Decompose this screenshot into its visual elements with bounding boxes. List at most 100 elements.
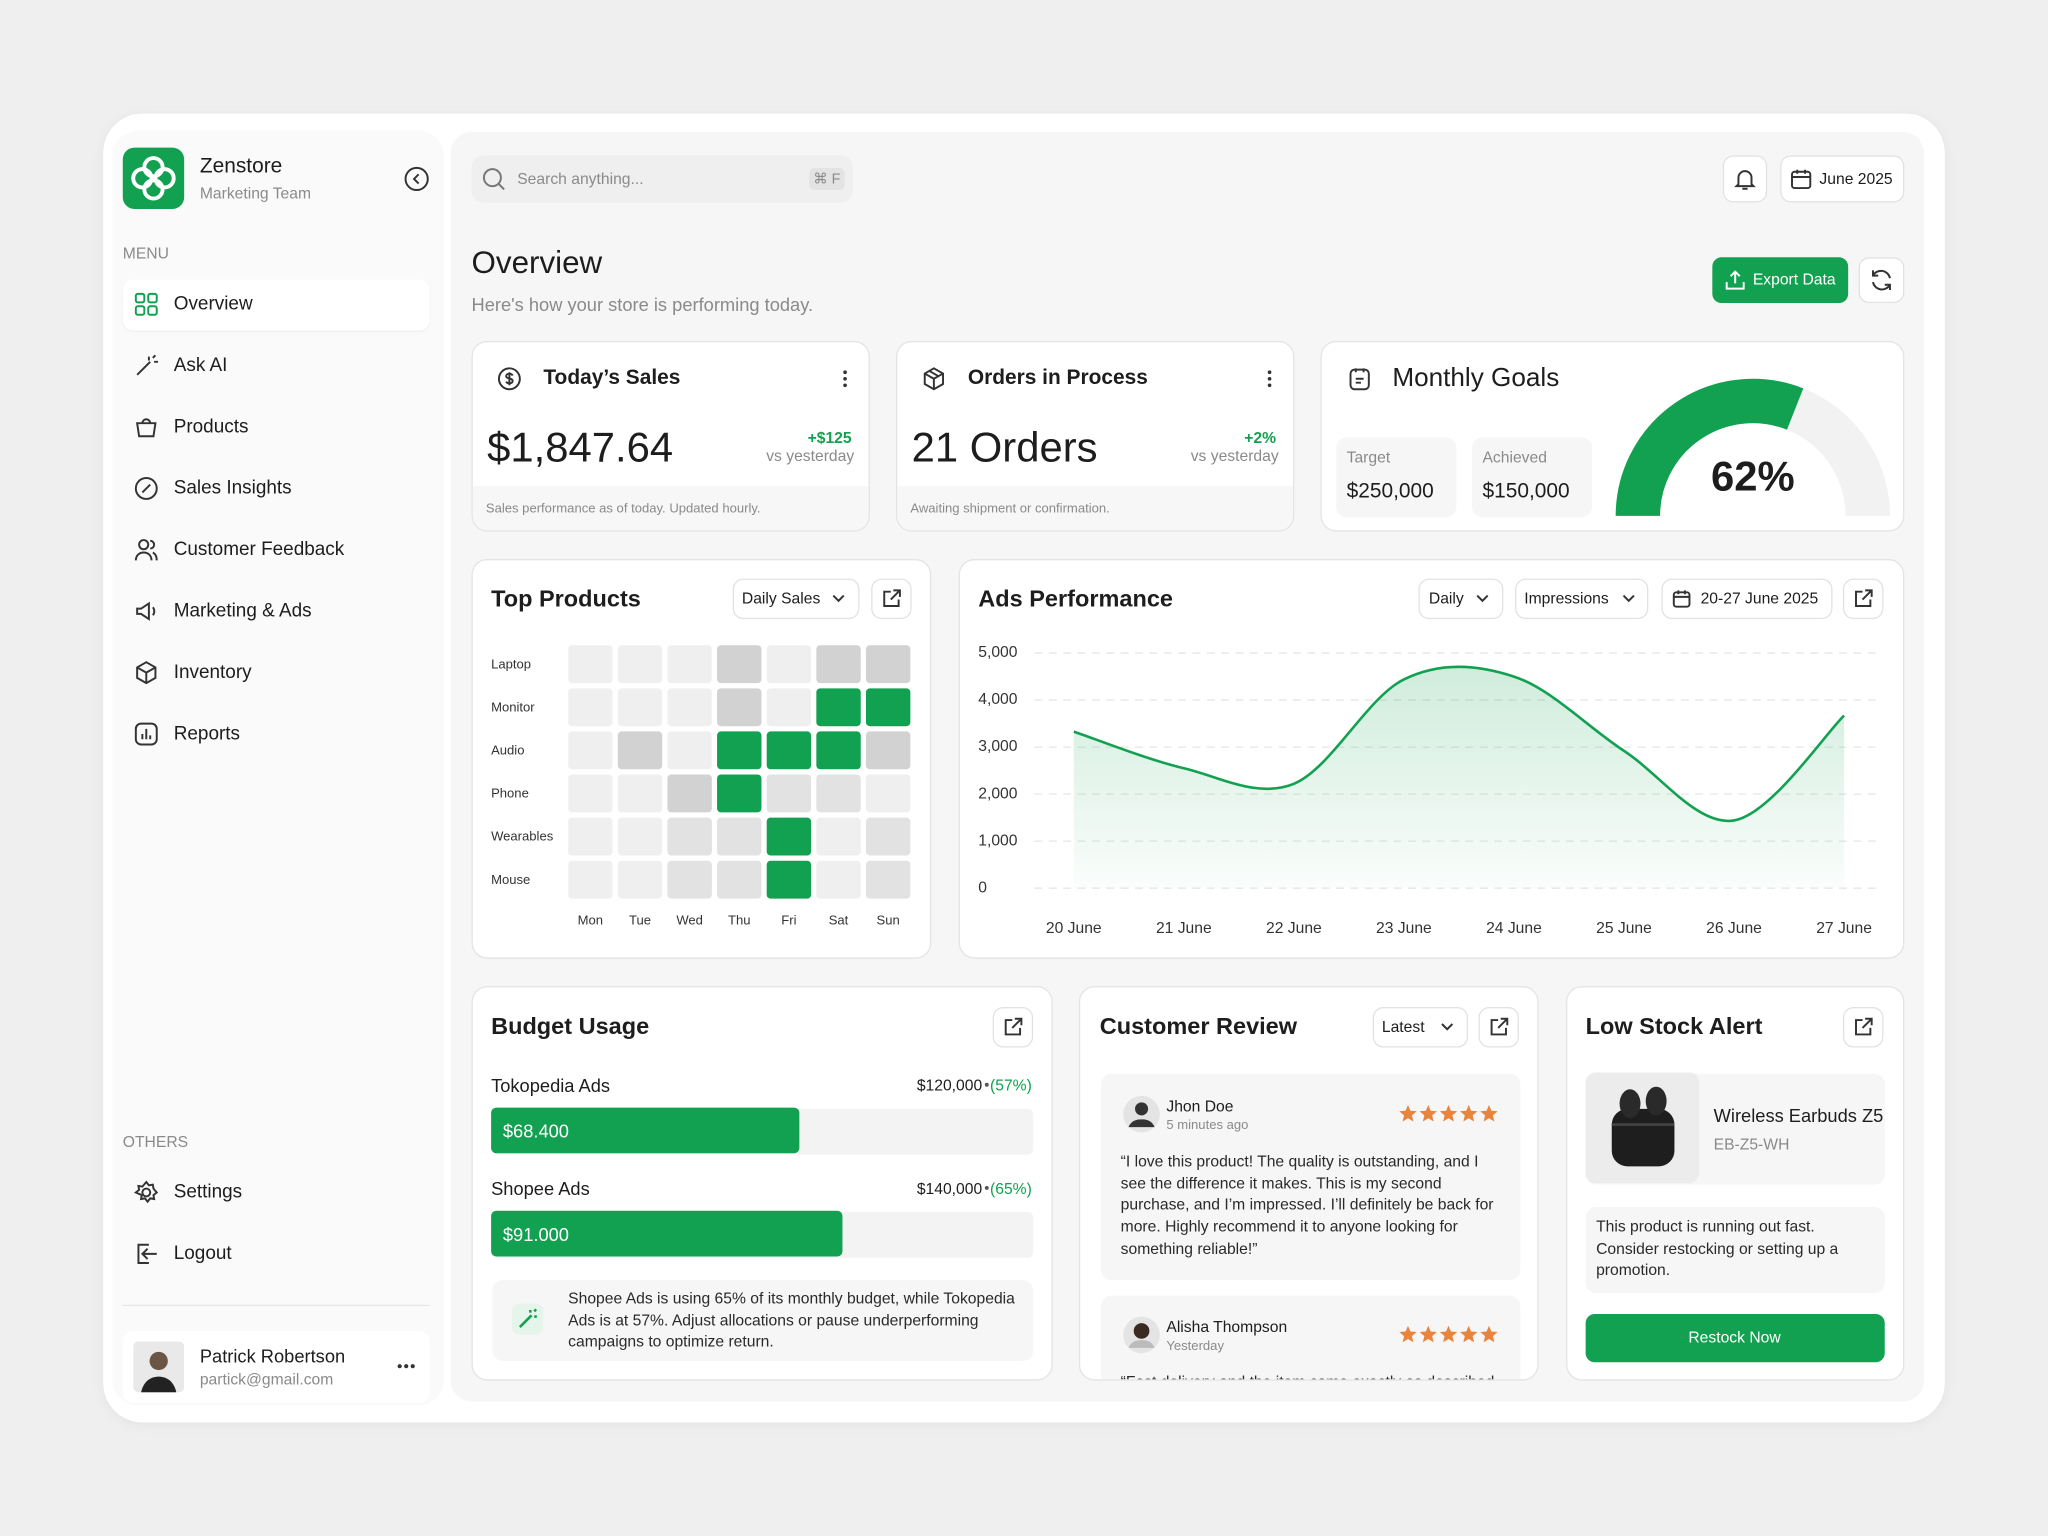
shortcut: ⌘ F <box>809 167 845 191</box>
dropdown[interactable] <box>1372 1007 1469 1048</box>
sales-footer: Sales performance as of today. Updated h… <box>485 502 761 517</box>
export-icon <box>1725 270 1745 290</box>
sales-change: +$125 <box>807 428 852 447</box>
budget-percent: (57%) <box>990 1076 1032 1095</box>
card-menu[interactable] <box>1266 370 1274 388</box>
bar-value: $68.400 <box>502 1120 569 1142</box>
notification-button[interactable] <box>1722 155 1768 203</box>
budget-total: $120,000 <box>916 1076 983 1095</box>
bell-icon <box>1734 170 1756 190</box>
refresh-icon <box>1871 269 1891 291</box>
reviewer-name: Alisha Thompson <box>1166 1317 1288 1337</box>
menu-icon <box>137 1243 157 1264</box>
card-title: Top Products <box>491 585 641 612</box>
bar-label: Shopee Ads <box>491 1178 590 1200</box>
open-icon <box>1490 1017 1509 1036</box>
orders-icon <box>923 367 944 391</box>
star <box>1460 1325 1478 1343</box>
menu-label: MENU <box>122 244 169 263</box>
menu-item[interactable]: Sales Insights <box>173 478 292 499</box>
page-title: Overview <box>471 245 603 281</box>
menu-icon <box>134 539 158 561</box>
search-icon <box>482 168 505 191</box>
budget-note: Shopee Ads is using 65% of its monthly b… <box>568 1289 1015 1352</box>
refresh-button[interactable] <box>1858 257 1905 304</box>
dropdown-label: Impressions <box>1524 589 1609 608</box>
divider <box>122 1304 430 1307</box>
menu-item[interactable]: Marketing & Ads <box>173 600 312 622</box>
review-text: “I love this product! The quality is out… <box>1120 1151 1494 1258</box>
orders-footer: Awaiting shipment or confirmation. <box>910 502 1110 517</box>
separator-dot <box>984 1185 989 1190</box>
card-title: Budget Usage <box>491 1012 650 1040</box>
menu-icon <box>134 722 158 746</box>
menu-icon <box>136 601 156 621</box>
star <box>1460 1104 1478 1122</box>
dropdown-label: 20-27 June 2025 <box>1700 589 1819 608</box>
bar <box>491 1107 800 1154</box>
user-email: partick@gmail.com <box>199 1370 334 1389</box>
dropdown[interactable] <box>1418 578 1504 620</box>
restock-button[interactable] <box>1585 1313 1885 1363</box>
review-card: Jhon Doe 5 minutes ago “I love this prod… <box>1078 986 1539 1381</box>
orders-change-note: vs yesterday <box>1190 446 1279 465</box>
separator-dot <box>984 1082 989 1087</box>
active-item[interactable] <box>122 279 430 331</box>
menu-item[interactable]: Inventory <box>173 662 252 684</box>
target-box <box>1336 437 1457 518</box>
menu-icon <box>134 477 158 500</box>
user-menu[interactable] <box>396 1361 417 1371</box>
reviewer-name: Jhon Doe <box>1166 1097 1234 1116</box>
user-name: Patrick Robertson <box>199 1345 346 1367</box>
star <box>1419 1104 1437 1122</box>
note-icon <box>511 1303 544 1335</box>
dropdown-label: Daily Sales <box>741 589 821 608</box>
star <box>1399 1325 1417 1343</box>
card-menu[interactable] <box>841 370 849 388</box>
dropdown-label: Daily <box>1428 589 1464 608</box>
review-time: 5 minutes ago <box>1166 1118 1249 1134</box>
budget-card <box>471 986 1053 1381</box>
star <box>1480 1104 1498 1122</box>
search-placeholder: Search anything... <box>517 169 644 189</box>
bar-value: $91.000 <box>502 1223 569 1245</box>
page-subtitle: Here's how your store is performing toda… <box>471 293 814 315</box>
menu-item[interactable]: Customer Feedback <box>173 539 345 561</box>
date-label: June 2025 <box>1819 169 1893 189</box>
others-label: OTHERS <box>122 1132 189 1151</box>
date-button[interactable] <box>1780 155 1905 203</box>
calendar-icon <box>1791 169 1812 190</box>
menu-icon <box>136 661 157 685</box>
product-sku: EB-Z5-WH <box>1713 1135 1790 1154</box>
menu-icon <box>133 1180 159 1204</box>
top-products-card <box>471 559 932 959</box>
menu-icon <box>136 354 159 376</box>
logo-mark <box>131 156 176 201</box>
card-footer <box>897 485 1294 531</box>
open-icon <box>883 589 901 608</box>
star <box>1419 1325 1437 1343</box>
sales-value: $1,847.64 <box>487 423 674 471</box>
sales-card <box>471 340 870 532</box>
target-label: Target <box>1346 447 1391 467</box>
collapse-button[interactable] <box>404 166 430 192</box>
star <box>1439 1104 1458 1122</box>
review-item: Jhon Doe 5 minutes ago “I love this prod… <box>1101 1073 1521 1280</box>
menu-item[interactable]: Ask AI <box>173 355 228 377</box>
menu-item[interactable]: Settings <box>173 1182 243 1203</box>
sales-change-note: vs yesterday <box>766 446 855 465</box>
search-box[interactable] <box>471 155 853 203</box>
team: Marketing Team <box>199 184 312 203</box>
bar <box>491 1210 843 1257</box>
menu-item[interactable]: Reports <box>173 723 241 745</box>
menu-item[interactable]: Overview <box>173 293 253 315</box>
sidebar <box>112 130 445 1406</box>
orders-card <box>895 340 1295 532</box>
chevron <box>832 594 845 603</box>
menu-item[interactable]: Products <box>173 416 249 438</box>
dropdown[interactable] <box>732 578 860 620</box>
menu-item[interactable]: Logout <box>173 1243 232 1265</box>
star <box>1439 1325 1458 1343</box>
message-box <box>1585 1206 1885 1294</box>
